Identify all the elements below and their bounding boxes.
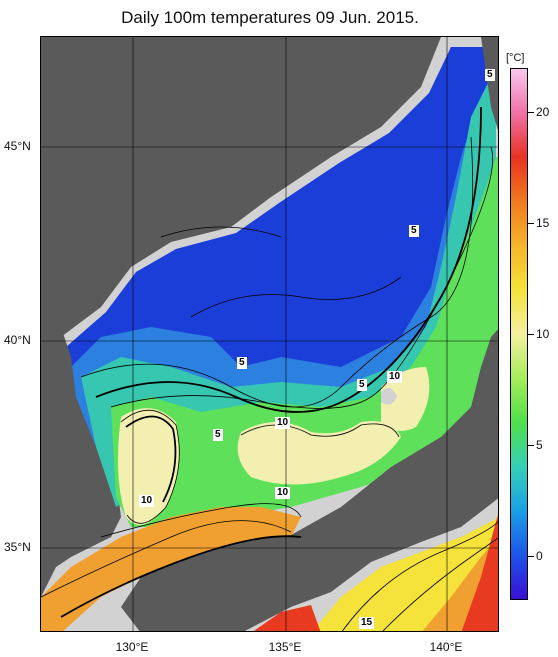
colorbar-tick xyxy=(528,555,534,557)
contour-label: 5 xyxy=(357,379,367,391)
colorbar xyxy=(510,68,528,600)
contour-lines xyxy=(41,136,498,631)
contour-label: 5 xyxy=(409,225,419,237)
land-sakhalin xyxy=(481,37,498,131)
latitude-label: 35°N xyxy=(4,540,31,554)
colorbar-tick xyxy=(528,334,534,335)
pacific-kuroshio xyxy=(253,605,321,631)
graticule xyxy=(41,37,498,631)
colorbar-tick xyxy=(528,223,534,225)
contour-label: 15 xyxy=(359,617,375,629)
colorbar-tick xyxy=(528,112,534,114)
temperature-map: 5 5 5 5 5 10 10 10 10 15 xyxy=(40,36,499,632)
south-coast-hot xyxy=(41,507,301,631)
colorbar-tick-label: 5 xyxy=(536,437,543,452)
latitude-label: 45°N xyxy=(4,139,31,153)
contour-label: 10 xyxy=(275,417,291,429)
colorbar-tick-label: 0 xyxy=(536,548,543,563)
warm-eddy-central xyxy=(237,421,401,485)
contour-lines-bold xyxy=(60,106,482,618)
contour-label: 5 xyxy=(237,357,247,369)
sado-island xyxy=(381,388,397,405)
pacific-hotter xyxy=(461,514,498,631)
warm-eddy-east xyxy=(381,367,430,431)
contour-label: 5 xyxy=(485,69,495,81)
contour-label: 10 xyxy=(275,487,291,499)
colorbar-tick-label: 15 xyxy=(536,216,550,231)
land-honshu xyxy=(121,329,498,631)
sea-warm-region xyxy=(111,157,498,527)
colorbar-tick xyxy=(528,444,534,446)
contour-label: 5 xyxy=(213,429,223,441)
longitude-label: 140°E xyxy=(429,640,463,654)
contour-label: 10 xyxy=(139,495,155,507)
contour-label: 10 xyxy=(387,371,403,383)
longitude-label: 130°E xyxy=(115,640,149,654)
land-korea xyxy=(41,327,116,577)
colorbar-tick-label: 10 xyxy=(536,327,550,341)
map-title: Daily 100m temperatures 09 Jun. 2015. xyxy=(121,8,419,27)
colorbar-tick-label: 20 xyxy=(536,105,550,120)
sea-mild-region xyxy=(81,77,496,507)
longitude-label: 135°E xyxy=(268,640,302,654)
colorbar-unit: [°C] xyxy=(506,52,525,64)
map-canvas xyxy=(41,37,498,631)
latitude-label: 40°N xyxy=(4,333,31,347)
